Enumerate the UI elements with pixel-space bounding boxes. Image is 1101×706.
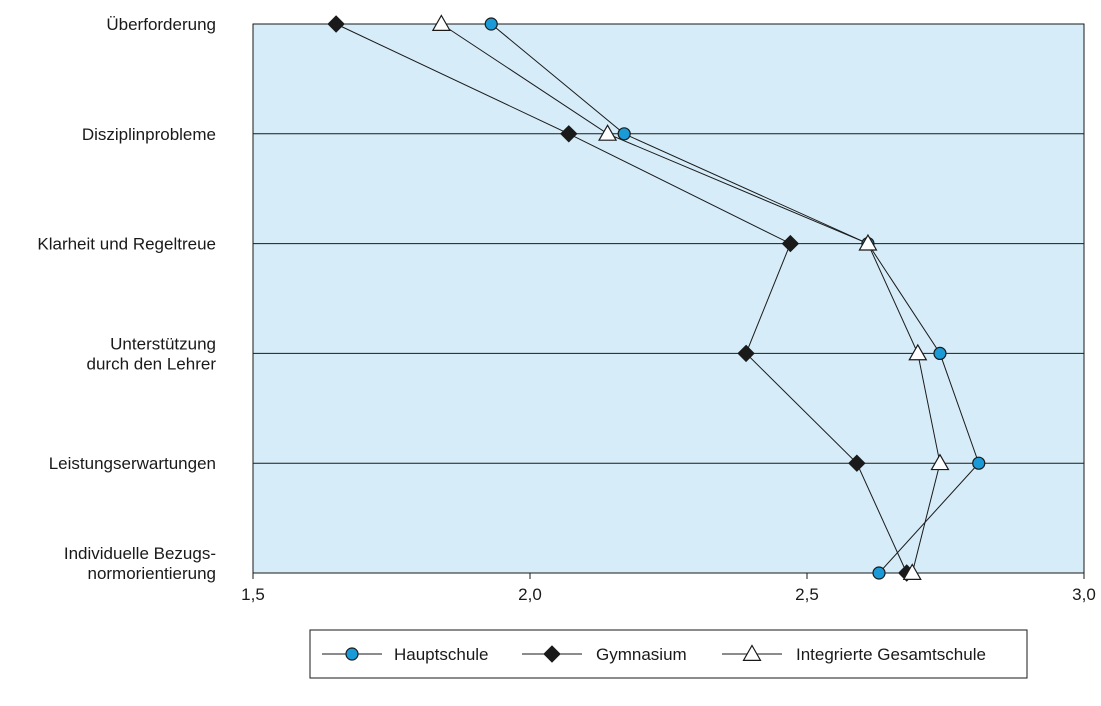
data-point xyxy=(781,234,800,253)
data-point xyxy=(908,343,928,361)
data-point xyxy=(872,566,886,580)
category-label: durch den Lehrer xyxy=(87,354,217,373)
series-line xyxy=(441,23,941,574)
data-point xyxy=(598,124,618,141)
legend-marker xyxy=(742,644,762,661)
category-label: Leistungserwartungen xyxy=(49,454,216,473)
series-line xyxy=(335,23,908,574)
plot-area xyxy=(252,23,1085,574)
data-point xyxy=(858,233,878,251)
category-label: Klarheit und Regeltreue xyxy=(37,235,216,254)
data-point xyxy=(902,563,922,580)
series-line xyxy=(490,23,980,574)
x-tick-label: 1,5 xyxy=(241,585,265,604)
category-label: normorientierung xyxy=(87,564,216,583)
data-point xyxy=(930,453,950,471)
legend: Hauptschule Gymnasium Integrierte Gesamtsc… xyxy=(309,629,1028,679)
category-label: Unterstützung xyxy=(110,334,216,353)
x-tick-label: 2,0 xyxy=(518,585,542,604)
category-label: Überforderung xyxy=(106,15,216,34)
data-point xyxy=(484,17,498,31)
x-tick-label: 3,0 xyxy=(1072,585,1096,604)
legend-marker xyxy=(543,645,561,663)
legend-marker xyxy=(345,647,359,661)
legend-label: Gymnasium xyxy=(596,645,687,664)
legend-label: Integrierte Gesamtschule xyxy=(796,645,986,664)
legend-box xyxy=(309,629,1028,679)
data-point xyxy=(972,456,986,470)
data-point xyxy=(848,454,866,472)
series-markers xyxy=(327,14,986,582)
category-labels: Überforderung Disziplinprobleme Klarheit u… xyxy=(37,15,216,583)
data-point xyxy=(560,125,578,143)
data-point xyxy=(933,346,947,360)
x-axis: 1,5 2,0 2,5 3,0 xyxy=(241,573,1096,604)
x-tick-label: 2,5 xyxy=(795,585,819,604)
category-label: Disziplinprobleme xyxy=(82,125,216,144)
data-point xyxy=(617,127,631,141)
category-label: Individuelle Bezugs- xyxy=(64,544,216,563)
series-lines xyxy=(335,23,980,574)
data-point xyxy=(327,15,345,33)
data-point xyxy=(737,344,755,363)
legend-label: Hauptschule xyxy=(394,645,489,664)
data-point xyxy=(431,14,451,31)
